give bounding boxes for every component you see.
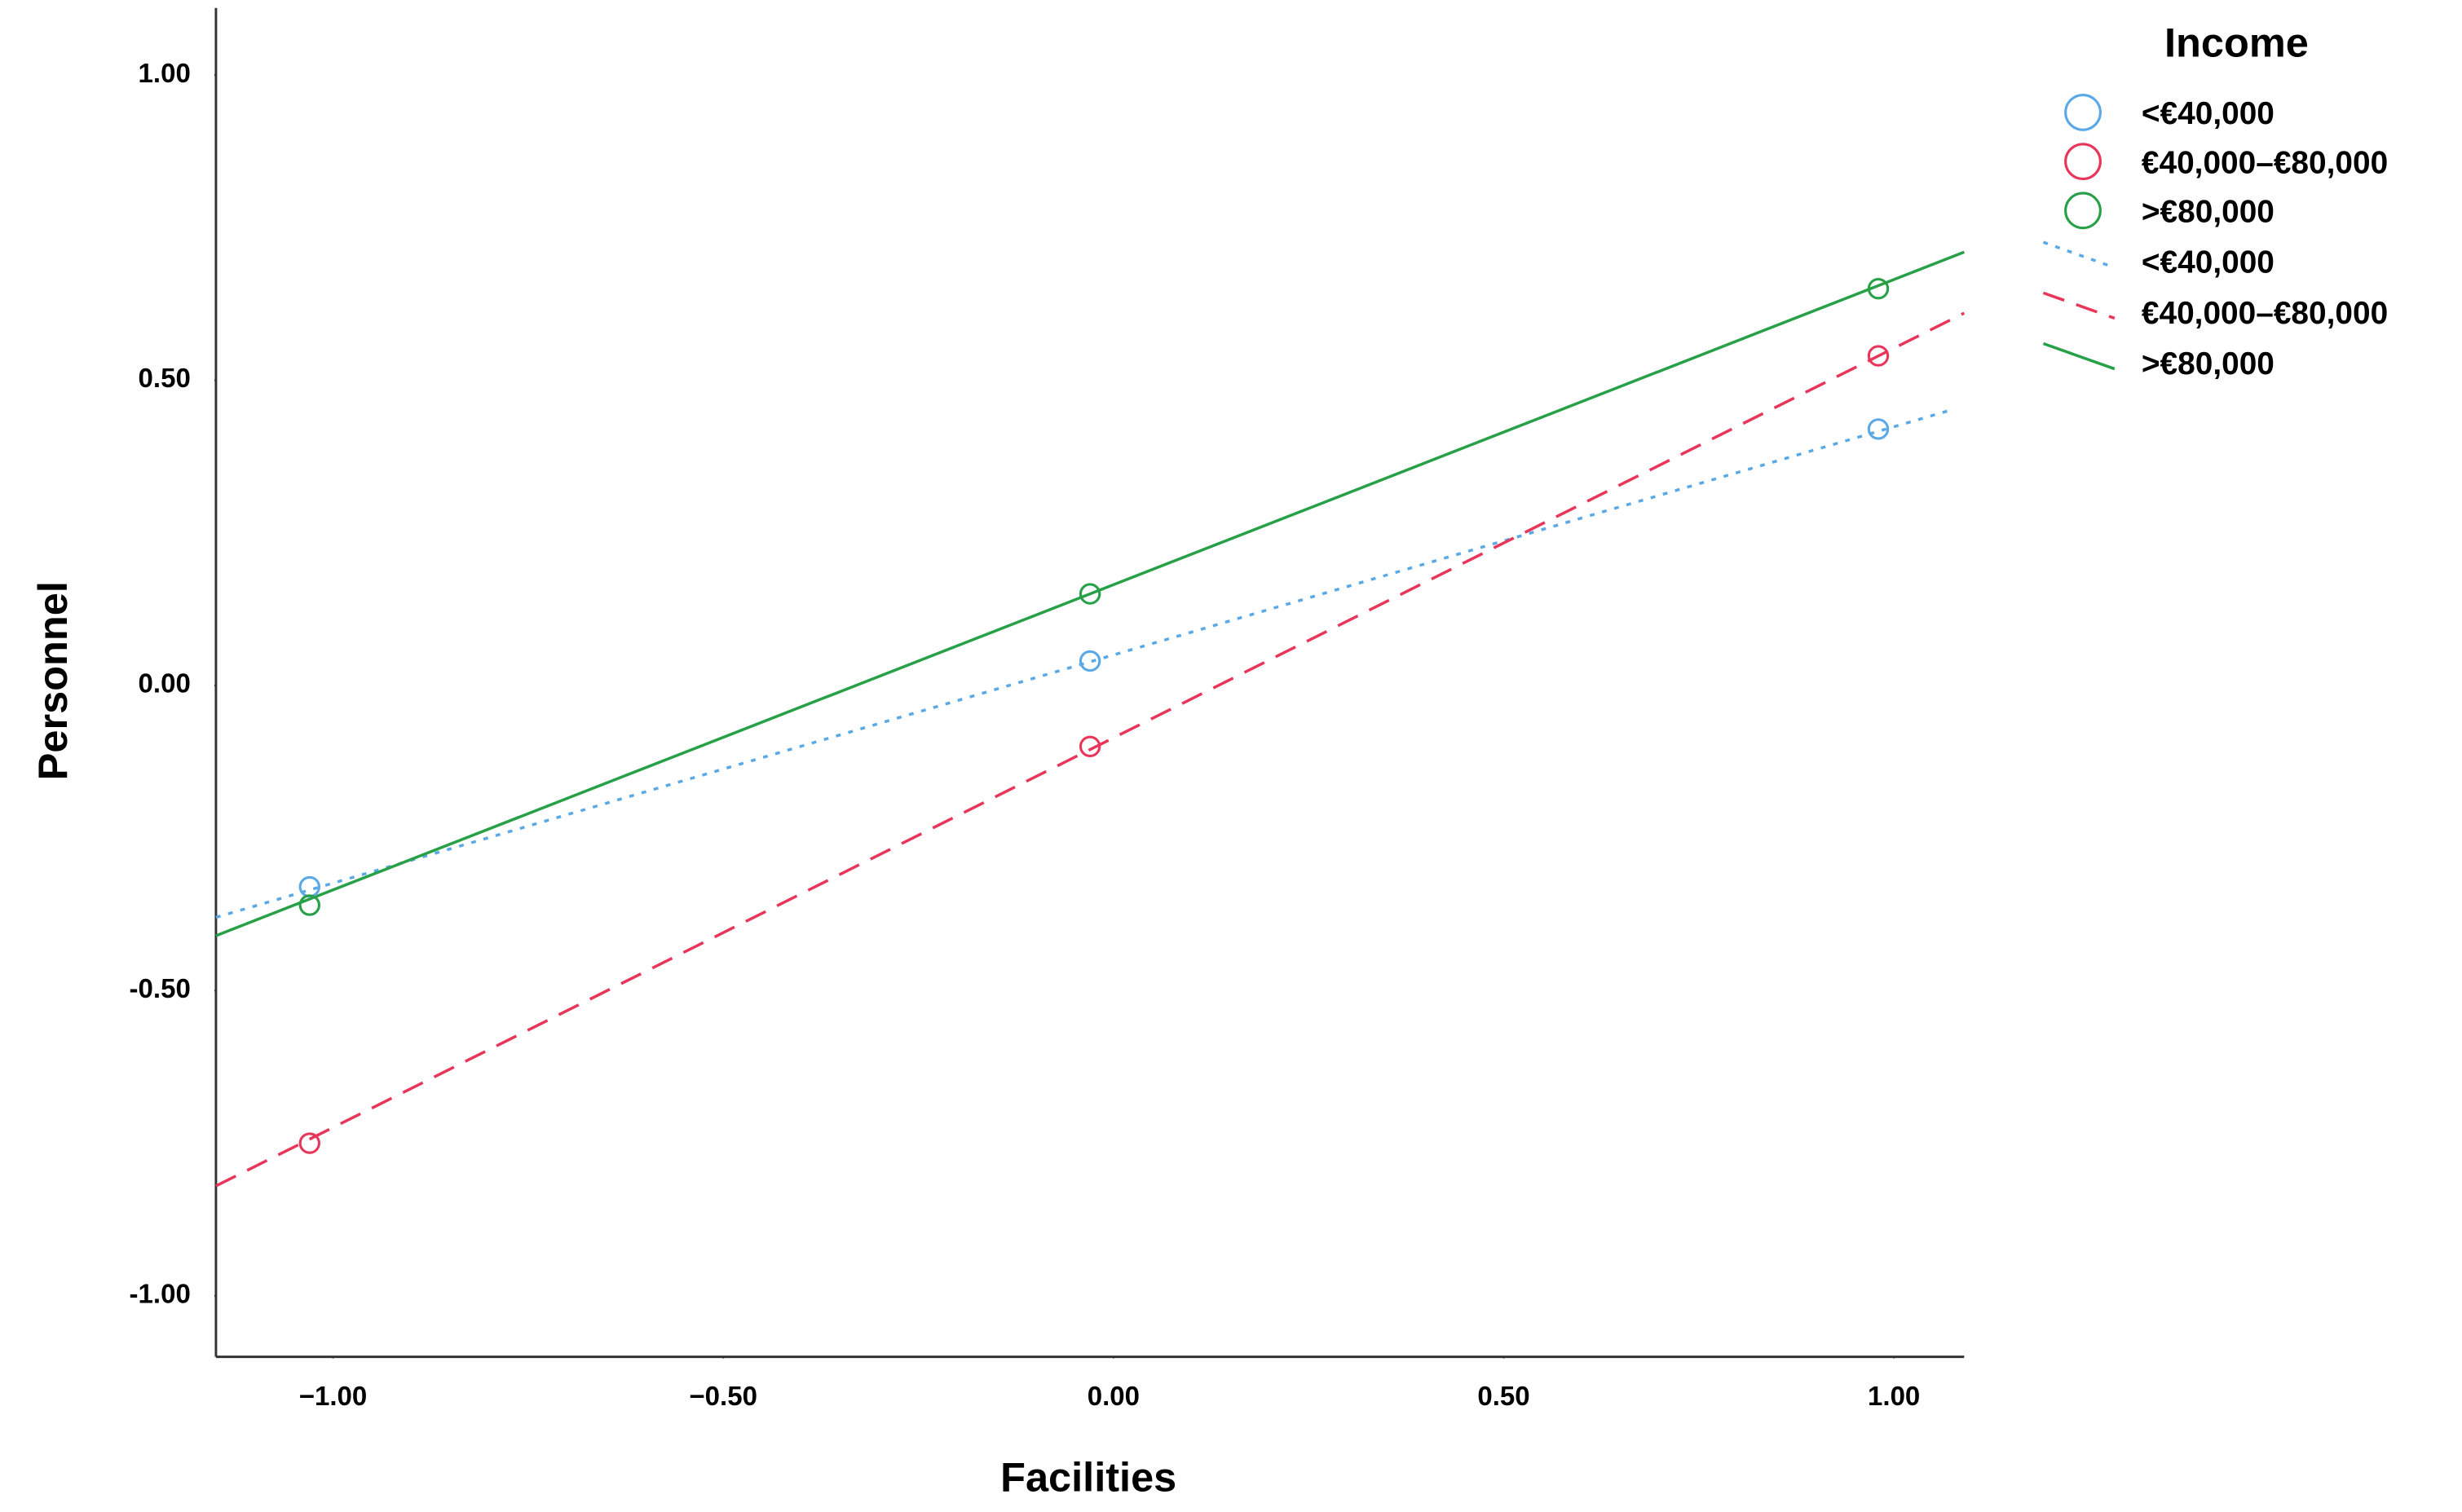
fit-line [215,250,1965,937]
point [1079,583,1101,605]
legend-label: <€40,000 [2142,96,2274,131]
legend-marker [2064,93,2102,131]
point [1079,735,1101,758]
legend-label: >€80,000 [2142,194,2274,229]
y-tick-label: 0.00 [139,668,191,699]
legend-label: >€80,000 [2142,346,2274,381]
legend-label: €40,000–€80,000 [2142,296,2388,331]
legend-marker [2064,143,2102,181]
x-tick-label: 0.00 [1088,1381,1140,1411]
point [1867,418,1890,440]
point [298,1132,321,1154]
legend-line [2042,342,2116,371]
x-tick-label: −0.50 [689,1381,757,1411]
x-tick-label: −1.00 [299,1381,368,1411]
legend-title: Income [2164,20,2309,66]
x-tick-label: 1.00 [1868,1381,1920,1411]
y-tick-label: 0.50 [139,363,191,393]
legend-label: <€40,000 [2142,245,2274,280]
fit-line [215,311,1966,1188]
legend-marker [2064,192,2102,230]
x-axis-title: Facilities [1000,1453,1176,1500]
point [1867,345,1890,367]
y-tick-label: -1.00 [130,1278,191,1308]
y-axis-title: Personnel [29,581,76,780]
point [1867,277,1890,300]
y-tick-label: 1.00 [139,58,191,88]
point [1079,650,1101,672]
legend-line [2042,240,2116,269]
legend-label: €40,000–€80,000 [2142,145,2388,180]
y-tick-label: -0.50 [130,973,191,1003]
point [298,894,321,916]
x-tick-label: 0.50 [1477,1381,1529,1411]
legend-line [2042,291,2116,320]
